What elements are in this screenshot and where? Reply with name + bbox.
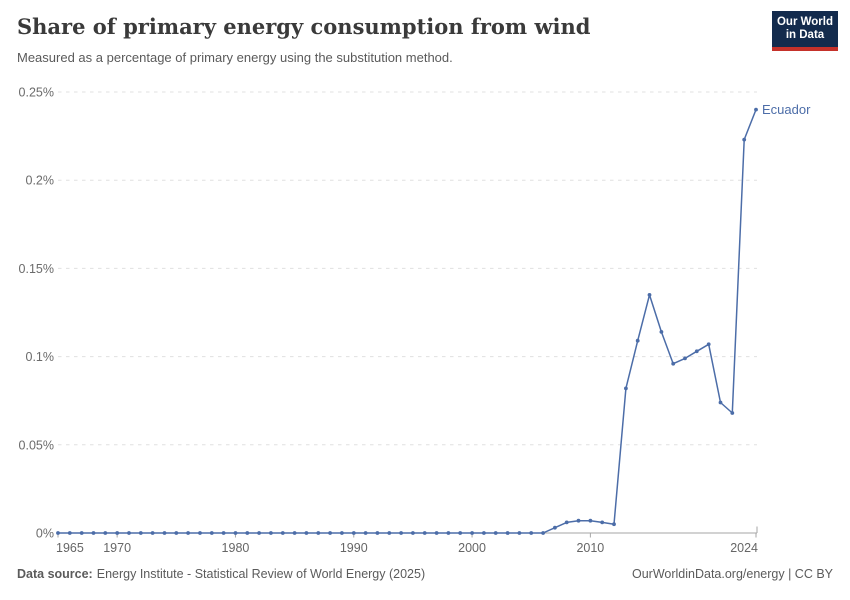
chart-subtitle: Measured as a percentage of primary ener…: [17, 50, 453, 65]
data-point[interactable]: [198, 531, 202, 535]
data-point[interactable]: [730, 411, 735, 415]
data-point[interactable]: [79, 531, 84, 535]
data-point[interactable]: [292, 531, 297, 535]
data-point[interactable]: [162, 531, 167, 535]
x-tick-label: 1990: [340, 541, 368, 555]
data-point[interactable]: [458, 531, 463, 535]
data-point[interactable]: [529, 531, 534, 535]
data-point[interactable]: [245, 531, 250, 535]
data-point[interactable]: [564, 520, 569, 525]
data-point[interactable]: [576, 518, 581, 523]
data-point[interactable]: [328, 531, 332, 535]
data-point[interactable]: [91, 531, 96, 535]
data-point[interactable]: [127, 531, 131, 535]
x-tick-label: 2000: [458, 541, 486, 555]
data-point[interactable]: [375, 531, 380, 535]
data-point[interactable]: [411, 531, 415, 535]
data-point[interactable]: [56, 531, 60, 535]
y-tick-label: 0.25%: [19, 86, 54, 100]
data-point[interactable]: [351, 531, 356, 535]
data-point[interactable]: [470, 531, 474, 535]
data-source-text: Energy Institute - Statistical Review of…: [96, 567, 426, 581]
data-point[interactable]: [612, 522, 616, 527]
data-source: Data source: Energy Institute - Statistic…: [17, 567, 425, 581]
data-point[interactable]: [446, 531, 451, 535]
data-point[interactable]: [647, 293, 652, 297]
credit-link[interactable]: OurWorldinData.org/energy | CC BY: [631, 567, 833, 581]
x-tick-label: 1970: [103, 541, 131, 555]
data-point[interactable]: [280, 531, 285, 535]
owid-logo-line1: Our World: [776, 15, 833, 28]
data-point[interactable]: [363, 531, 368, 535]
data-point[interactable]: [150, 531, 155, 535]
y-tick-label: 0.05%: [19, 438, 54, 452]
data-point[interactable]: [186, 531, 191, 535]
data-point[interactable]: [387, 531, 392, 535]
y-tick-label: 0.15%: [19, 262, 54, 276]
data-point[interactable]: [742, 137, 747, 142]
data-point[interactable]: [588, 518, 593, 523]
data-point[interactable]: [493, 531, 498, 535]
data-point[interactable]: [671, 361, 676, 366]
data-source-label: Data source:: [17, 567, 93, 581]
data-point[interactable]: [434, 531, 439, 535]
owid-logo-line2: in Data: [785, 29, 825, 41]
data-point[interactable]: [718, 400, 723, 405]
owid-logo: Our World in Data: [772, 11, 838, 51]
data-point[interactable]: [138, 531, 143, 535]
data-point[interactable]: [683, 356, 687, 361]
data-point[interactable]: [209, 531, 214, 535]
data-point[interactable]: [257, 531, 261, 535]
data-point[interactable]: [174, 531, 179, 535]
data-point[interactable]: [269, 531, 273, 535]
data-point[interactable]: [624, 386, 628, 391]
data-point[interactable]: [221, 531, 226, 535]
x-tick-label: 1965: [56, 541, 84, 555]
data-point[interactable]: [635, 338, 640, 343]
y-tick-label: 0%: [36, 527, 54, 541]
data-point[interactable]: [541, 531, 545, 535]
data-point[interactable]: [659, 330, 664, 334]
data-point[interactable]: [399, 531, 403, 535]
series-label-ecuador[interactable]: Ecuador: [762, 102, 811, 117]
data-point[interactable]: [233, 531, 238, 535]
data-point[interactable]: [304, 531, 309, 535]
data-point[interactable]: [706, 342, 711, 347]
x-tick-label: 1980: [222, 541, 250, 555]
data-point[interactable]: [517, 531, 522, 535]
y-tick-label: 0.1%: [26, 350, 55, 364]
x-tick-label: 2024: [730, 541, 758, 555]
x-tick-label: 2010: [576, 541, 604, 555]
y-tick-label: 0.2%: [26, 174, 55, 188]
page-title: Share of primary energy consumption from…: [17, 14, 591, 39]
data-point[interactable]: [103, 531, 108, 535]
chart-footer: Data source: Energy Institute - Statistic…: [17, 567, 833, 581]
data-point[interactable]: [316, 531, 321, 535]
data-point[interactable]: [422, 531, 427, 535]
data-point[interactable]: [754, 107, 758, 112]
data-point[interactable]: [340, 531, 344, 535]
data-point[interactable]: [115, 531, 120, 535]
data-point[interactable]: [600, 520, 605, 525]
data-point[interactable]: [67, 531, 72, 535]
series-line-ecuador[interactable]: [57, 108, 757, 534]
data-point[interactable]: [553, 525, 557, 530]
data-point[interactable]: [694, 349, 699, 354]
data-point[interactable]: [505, 531, 510, 535]
data-point[interactable]: [482, 531, 486, 535]
